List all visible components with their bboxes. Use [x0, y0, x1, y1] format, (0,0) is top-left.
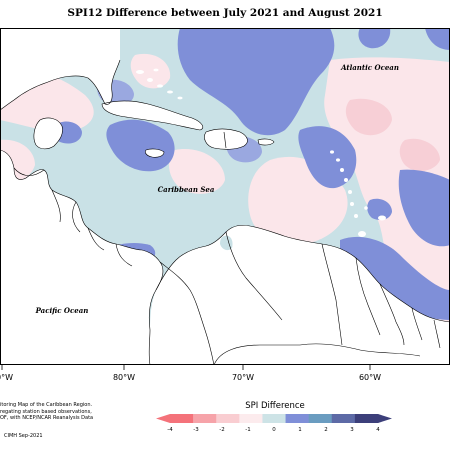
label-pacific-ocean: Pacific Ocean — [35, 306, 89, 315]
spi-region-blue-guyana — [340, 236, 450, 320]
spi-region-blue-lesser — [367, 198, 392, 220]
spi-region-blue-ne — [358, 28, 391, 49]
lon-tick-label-80w: 80°W — [113, 373, 135, 382]
legend-title: SPI Difference — [245, 401, 305, 411]
legend-tick-label: 3 — [350, 427, 354, 433]
legend-tick-label: -1 — [245, 427, 250, 433]
spi-region-pink-strong-2 — [399, 138, 440, 172]
land-jamaica — [145, 148, 164, 158]
land-hispaniola — [204, 129, 248, 150]
spi-region-blue-jamaica — [106, 119, 175, 172]
legend-swatch — [308, 414, 333, 423]
lake-maracaibo — [220, 235, 233, 251]
legend-swatch — [285, 414, 309, 423]
legend-tick-label: 4 — [376, 427, 380, 433]
legend-arrow-right — [378, 414, 392, 423]
spi-legend: -4 -3 -2 -1 0 1 2 3 4 — [156, 414, 392, 433]
land-bahamas — [136, 68, 183, 100]
spi-region-pink-bahamas — [130, 53, 171, 89]
legend-swatch — [331, 414, 356, 423]
land-lesser-antilles — [330, 150, 386, 237]
land-yucatan — [33, 118, 63, 149]
map-title: SPI12 Difference between July 2021 and A… — [67, 7, 383, 19]
credits-line-3: OF, with NCEP/NCAR Reanalysis Data — [0, 415, 94, 421]
land-puerto-rico — [258, 138, 274, 146]
credits-line-2: regating station based observations, — [0, 408, 92, 415]
legend-swatch — [216, 414, 240, 423]
lon-axis: 90°W 80°W 70°W 60°W — [0, 365, 381, 382]
legend-swatch — [239, 414, 263, 423]
map-credits: itoring Map of the Caribbean Region. reg… — [0, 402, 120, 422]
land-south-america — [149, 225, 450, 365]
lon-tick-label-90w: 90°W — [0, 373, 13, 382]
credits-date: CIMH Sep-2021 — [4, 433, 43, 439]
label-caribbean-sea: Caribbean Sea — [158, 185, 215, 194]
lon-tick-label-60w: 60°W — [359, 373, 381, 382]
legend-swatch — [170, 414, 194, 423]
land-central-america — [0, 150, 163, 365]
spi-field — [0, 28, 450, 365]
legend-arrow-left — [156, 414, 170, 423]
legend-tick-label: 2 — [324, 427, 328, 433]
spi-region-pink-carib — [168, 149, 225, 194]
spi-region-blue-ne2 — [425, 28, 450, 50]
label-atlantic-ocean: Atlantic Ocean — [340, 63, 399, 72]
lon-tick-label-70w: 70°W — [232, 373, 254, 382]
legend-swatch — [262, 414, 286, 423]
spi-region-pink-strong-1 — [345, 98, 392, 136]
legend-tick-label: -3 — [193, 427, 199, 433]
spi-region-blue-north — [177, 28, 335, 136]
legend-swatch — [354, 414, 379, 423]
land-cuba — [102, 101, 203, 130]
legend-tick-label: 0 — [272, 427, 276, 433]
legend-tick-label: -2 — [219, 427, 224, 433]
credits-line-1: itoring Map of the Caribbean Region. — [0, 402, 93, 408]
legend-swatch — [193, 414, 217, 423]
spi-region-blue-east-band — [298, 126, 357, 189]
legend-tick-label: 1 — [298, 427, 302, 433]
spi-region-blue-atlantic-east — [398, 169, 450, 247]
country-borders — [0, 59, 450, 365]
legend-tick-label: -4 — [167, 427, 173, 433]
